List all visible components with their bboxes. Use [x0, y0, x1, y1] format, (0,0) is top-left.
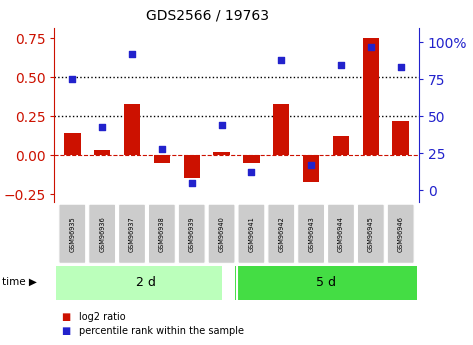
FancyBboxPatch shape [59, 204, 86, 263]
Bar [124, 104, 140, 155]
Point [128, 51, 136, 57]
Text: GSM96943: GSM96943 [308, 216, 314, 252]
Bar [56, 266, 221, 300]
Bar [363, 39, 379, 155]
Text: percentile rank within the sample: percentile rank within the sample [79, 326, 245, 335]
FancyBboxPatch shape [298, 204, 324, 263]
Point [337, 62, 345, 67]
Bar [213, 152, 230, 155]
FancyBboxPatch shape [387, 204, 414, 263]
Point [69, 77, 76, 82]
FancyBboxPatch shape [119, 204, 146, 263]
Point [158, 146, 166, 151]
Bar [235, 266, 417, 300]
Text: GSM96937: GSM96937 [129, 216, 135, 252]
Point [367, 44, 375, 50]
Text: GSM96945: GSM96945 [368, 216, 374, 252]
Bar [184, 155, 200, 178]
Bar [393, 121, 409, 155]
Point [397, 65, 404, 70]
Bar [303, 155, 319, 181]
FancyBboxPatch shape [328, 204, 354, 263]
FancyBboxPatch shape [358, 204, 384, 263]
Bar [64, 134, 80, 155]
Bar [243, 155, 260, 163]
Bar [154, 155, 170, 163]
Text: GSM96939: GSM96939 [189, 216, 195, 252]
Bar [273, 104, 289, 155]
Text: GDS2566 / 19763: GDS2566 / 19763 [146, 9, 269, 23]
Text: GSM96941: GSM96941 [248, 216, 254, 252]
FancyBboxPatch shape [89, 204, 115, 263]
Text: 5 d: 5 d [316, 276, 336, 289]
Point [307, 162, 315, 168]
Text: 2 d: 2 d [135, 276, 156, 289]
Text: ■: ■ [61, 326, 71, 335]
Bar [333, 137, 349, 155]
Text: time ▶: time ▶ [2, 277, 37, 287]
Text: GSM96935: GSM96935 [70, 216, 75, 252]
Text: GSM96944: GSM96944 [338, 216, 344, 252]
Text: GSM96940: GSM96940 [219, 216, 225, 252]
Point [278, 57, 285, 63]
Text: GSM96938: GSM96938 [159, 216, 165, 252]
Text: GSM96942: GSM96942 [278, 216, 284, 252]
FancyBboxPatch shape [208, 204, 235, 263]
Text: GSM96946: GSM96946 [398, 216, 403, 252]
Point [248, 169, 255, 175]
FancyBboxPatch shape [238, 204, 265, 263]
FancyBboxPatch shape [178, 204, 205, 263]
Point [218, 122, 225, 128]
Bar [94, 150, 110, 155]
FancyBboxPatch shape [268, 204, 295, 263]
Text: GSM96936: GSM96936 [99, 216, 105, 252]
FancyBboxPatch shape [149, 204, 175, 263]
Text: log2 ratio: log2 ratio [79, 312, 126, 322]
Point [98, 124, 106, 129]
Text: ■: ■ [61, 312, 71, 322]
Point [188, 180, 195, 185]
